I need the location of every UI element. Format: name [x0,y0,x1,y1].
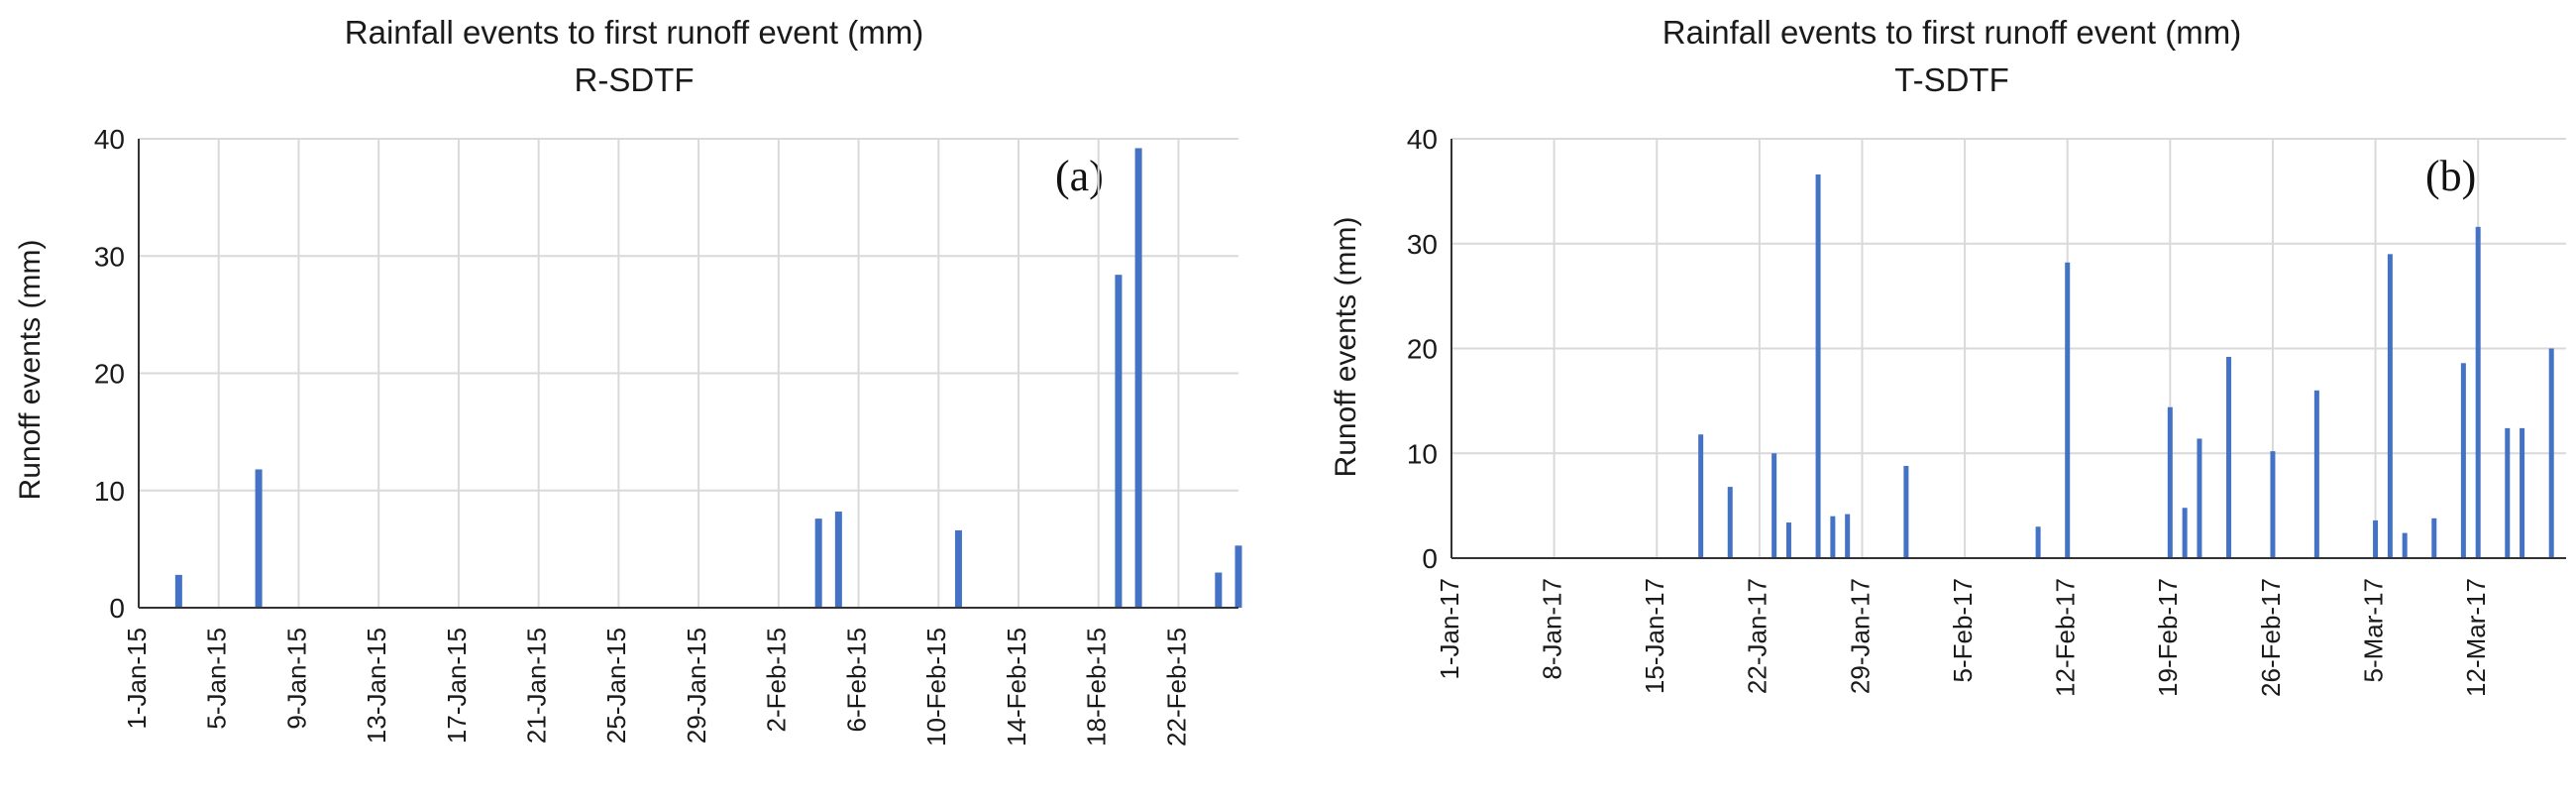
x-tick-label: 29-Jan-17 [1845,578,1875,694]
bar [2520,427,2525,558]
chart-panel-b: Rainfall events to first runoff event (m… [1330,14,2566,697]
chart-title: Rainfall events to first runoff event (m… [345,14,923,51]
bar [255,469,263,608]
bar [2431,518,2437,558]
y-tick-label: 0 [109,593,125,624]
x-tick-label: 25-Jan-15 [601,628,631,744]
bar [954,529,962,608]
gridlines [138,138,1238,608]
bar [814,518,822,608]
x-tick-label: 6-Feb-15 [841,628,871,733]
x-tick-label: 26-Feb-17 [2256,578,2286,697]
bar [2035,526,2041,558]
x-tick-label: 5-Feb-17 [1948,578,1978,683]
bar [2313,390,2319,558]
bar [2505,427,2511,558]
y-axis-label: Runoff events (mm) [1330,217,1362,478]
x-tick-label: 29-Jan-15 [682,628,711,744]
y-tick-label: 20 [1407,334,1438,365]
panel-label: (a) [1055,152,1104,200]
y-axis-label: Runoff events (mm) [14,240,47,501]
bar [1815,173,1821,558]
chart-title: Rainfall events to first runoff event (m… [1663,14,2241,51]
y-tick-label: 30 [94,241,125,272]
y-tick-label: 40 [1407,124,1438,155]
x-tick-label: 2-Feb-15 [762,628,792,733]
y-tick-label: 10 [94,476,125,507]
x-tick-labels: 1-Jan-15 5-Jan-15 9-Jan-15 13-Jan-15 17-Jan-… [122,628,1191,747]
x-tick-label: 22-Feb-15 [1161,628,1191,747]
x-tick-label: 5-Mar-17 [2358,578,2388,682]
bar [2167,406,2173,558]
y-tick-label: 0 [1422,543,1438,574]
gridlines [1450,138,2566,558]
chart-subtitle: T-SDTF [1894,61,2008,98]
y-tick-label: 10 [1407,438,1438,469]
x-axis [138,139,1238,609]
bar [2226,356,2232,558]
bar [174,574,182,608]
bar [1115,275,1123,608]
bar [2197,438,2202,558]
bar [2387,254,2393,558]
x-tick-label: 5-Jan-15 [202,628,232,730]
x-tick-label: 1-Jan-15 [122,628,152,730]
bar [2373,519,2379,558]
bar [2182,508,2188,558]
x-axis [1450,139,2566,559]
x-tick-label: 12-Feb-17 [2051,578,2081,697]
bar [2065,262,2071,558]
x-tick-label: 14-Feb-15 [1002,628,1031,747]
x-tick-label: 18-Feb-15 [1082,628,1112,747]
x-tick-label: 17-Jan-15 [442,628,472,744]
x-tick-label: 8-Jan-17 [1537,578,1566,680]
y-tick-label: 40 [94,124,125,155]
bar [1134,148,1142,608]
bar [1845,514,1851,558]
bar [1215,572,1223,608]
x-tick-labels: 1-Jan-17 8-Jan-17 15-Jan-17 22-Jan-17 29-Jan… [1435,578,2491,697]
chart-subtitle: R-SDTF [575,61,695,98]
bar [1903,465,1909,558]
panel-label: (b) [2425,152,2476,200]
bar [834,512,842,608]
bar [2548,348,2554,558]
x-tick-label: 12-Mar-17 [2461,578,2491,697]
x-tick-label: 1-Jan-17 [1435,578,1464,680]
bar [2460,363,2466,558]
bar [1698,434,1704,558]
bar [2402,532,2408,558]
bar [2270,451,2276,558]
x-tick-label: 21-Jan-15 [522,628,552,744]
x-tick-label: 19-Feb-17 [2153,578,2183,697]
bar [2475,226,2481,558]
y-tick-labels: 0 10 20 30 40 [94,124,125,624]
x-tick-label: 13-Jan-15 [362,628,391,744]
x-tick-label: 22-Jan-17 [1743,578,1772,694]
bars [1698,173,2554,558]
x-tick-label: 10-Feb-15 [921,628,951,747]
bar [1234,545,1242,608]
bar [1771,453,1777,558]
bar [1830,516,1836,558]
y-tick-label: 20 [94,359,125,390]
bar [1785,522,1791,558]
bar [1727,487,1733,558]
x-tick-label: 9-Jan-15 [281,628,311,730]
bars [174,148,1242,608]
x-tick-label: 15-Jan-17 [1640,578,1669,694]
y-tick-label: 30 [1407,229,1438,260]
chart-panel-a: Rainfall events to first runoff event (m… [14,14,1242,747]
y-tick-labels: 0 10 20 30 40 [1407,124,1438,574]
